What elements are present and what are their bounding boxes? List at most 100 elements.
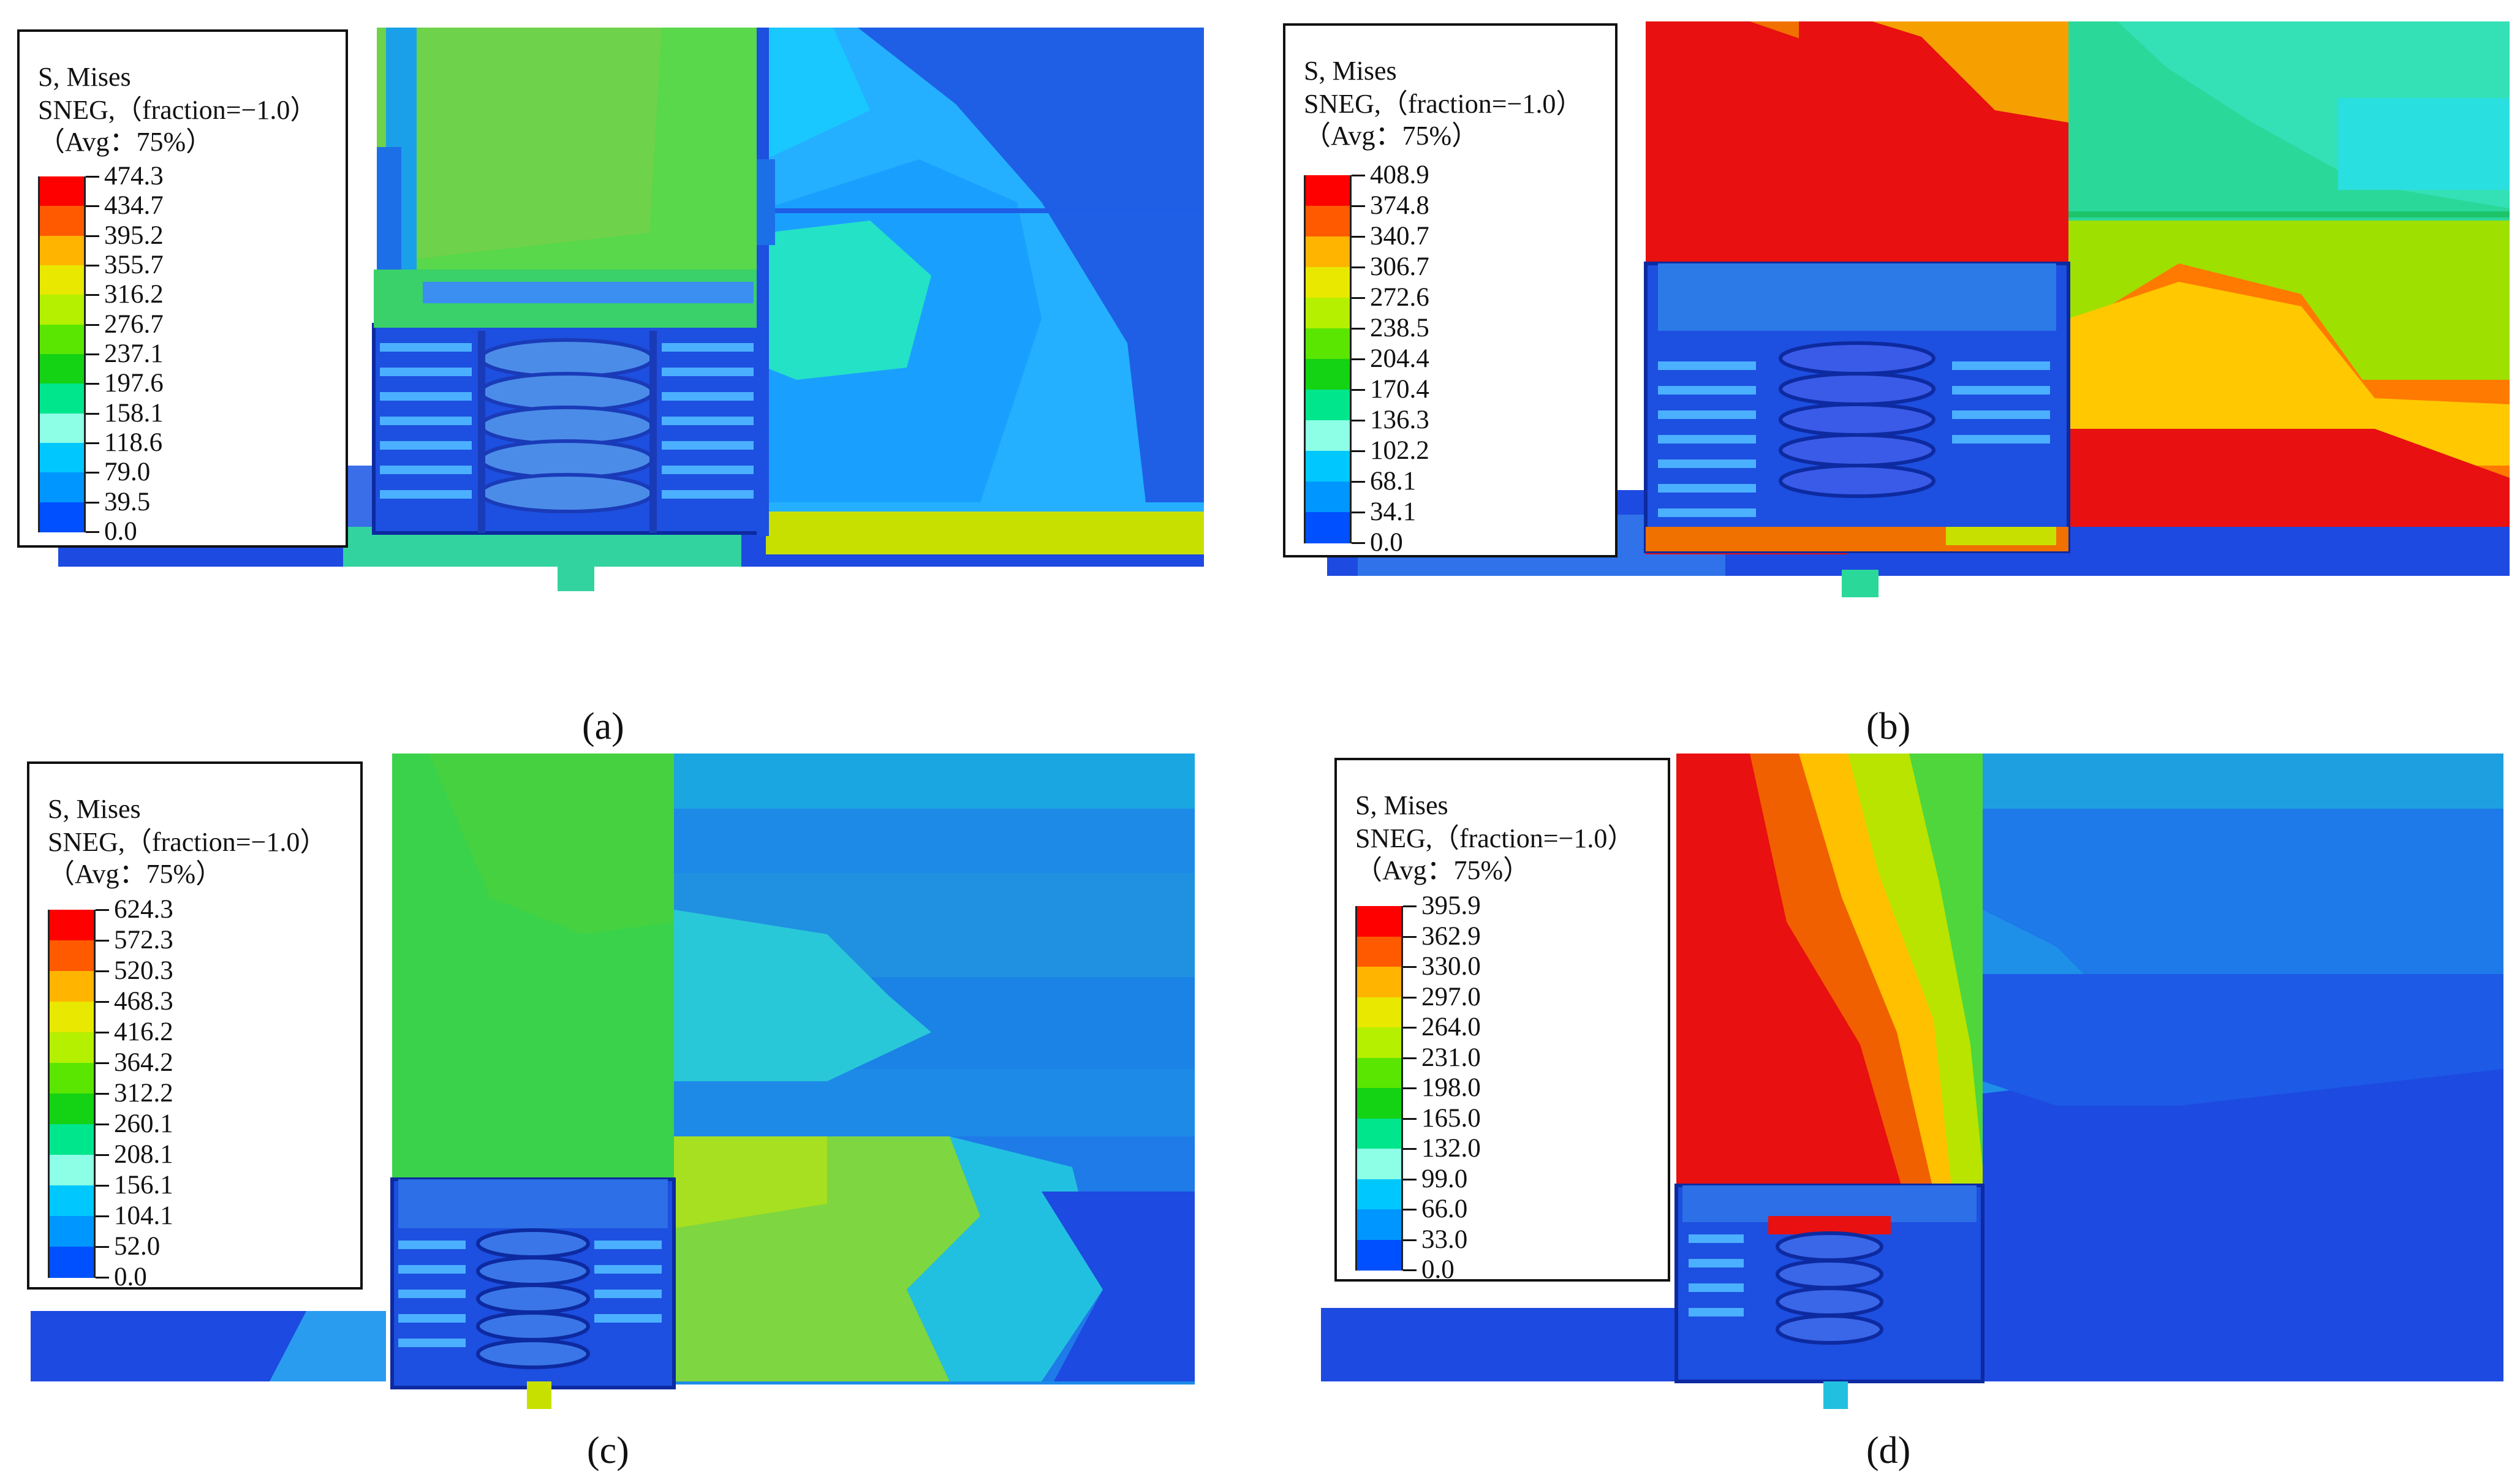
color-band (1355, 1149, 1403, 1180)
scale-label: 395.2 (104, 221, 164, 250)
color-band (48, 940, 96, 972)
scale-tick (1403, 966, 1417, 968)
scale-tick (1403, 1209, 1417, 1211)
color-band (48, 1216, 96, 1247)
scale-tick (96, 1215, 109, 1217)
figure-caption-d: (d) (1866, 1430, 1911, 1471)
scale-label: 238.5 (1370, 314, 1429, 342)
legend-avg: （Avg：75%） (38, 127, 213, 157)
color-band (1304, 175, 1352, 206)
scale-label: 118.6 (104, 428, 163, 457)
color-band (48, 1063, 96, 1094)
color-band (48, 910, 96, 941)
scale-tick (86, 294, 99, 297)
legend-a: S, Mises SNEG,（fraction=−1.0） （Avg：75%） … (17, 29, 348, 548)
scale-label: 170.4 (1370, 375, 1429, 404)
scale-label: 316.2 (104, 280, 164, 309)
scale-tick (86, 235, 99, 237)
scale-tick (96, 1001, 109, 1003)
color-band (48, 1185, 96, 1217)
scale-tick (1352, 389, 1365, 391)
scale-tick (1403, 1027, 1417, 1029)
legend-subtitle: SNEG,（fraction=−1.0） (1304, 89, 1583, 119)
scale-tick (1403, 1178, 1417, 1180)
scale-tick (96, 1062, 109, 1064)
panel-b: S, Mises SNEG,（fraction=−1.0） （Avg：75%） … (1260, 0, 2520, 746)
scale-label: 474.3 (104, 162, 164, 191)
scale-tick (86, 383, 99, 385)
scale-tick (96, 909, 109, 911)
scale-tick (1352, 512, 1365, 513)
scale-label: 0.0 (1421, 1255, 1455, 1284)
scale-label: 374.8 (1370, 191, 1429, 220)
scale-label: 306.7 (1370, 252, 1429, 281)
color-scale: 474.3 434.7 395.2 355.7 316.2 276.7 237.1 197.6… (38, 163, 344, 545)
scale-label: 364.2 (114, 1048, 173, 1077)
scale-tick (86, 412, 99, 415)
scale-tick (1403, 1117, 1417, 1120)
scale-tick (1352, 175, 1365, 176)
figure-caption-c: (c) (587, 1430, 629, 1471)
scale-tick (86, 265, 99, 266)
scale-label: 272.6 (1370, 283, 1429, 312)
scale-tick (96, 1093, 109, 1095)
color-band (1304, 298, 1352, 329)
color-band (1355, 1239, 1403, 1271)
scale-label: 132.0 (1421, 1134, 1481, 1163)
legend-title: S, Mises (48, 794, 141, 824)
color-band (38, 235, 86, 266)
color-band (1355, 1027, 1403, 1059)
scale-label: 34.1 (1370, 497, 1417, 526)
scale-label: 0.0 (114, 1263, 147, 1291)
color-band (1304, 512, 1352, 543)
scale-tick (96, 1246, 109, 1248)
legend-b: S, Mises SNEG,（fraction=−1.0） （Avg：75%） … (1283, 23, 1618, 557)
scale-label: 408.9 (1370, 161, 1429, 189)
scale-tick (1352, 266, 1365, 268)
scale-tick (1352, 542, 1365, 544)
legend-c: S, Mises SNEG,（fraction=−1.0） （Avg：75%） … (27, 761, 363, 1290)
scale-tick (1403, 935, 1417, 938)
scale-label: 520.3 (114, 956, 173, 985)
scale-tick (96, 940, 109, 942)
contour-plot-b (1327, 21, 2510, 597)
legend-title: S, Mises (1304, 56, 1397, 86)
color-scale: 395.9 362.9 330.0 297.0 264.0 231.0 198.0 165.0… (1355, 893, 1662, 1283)
color-band (1304, 451, 1352, 482)
color-band (38, 176, 86, 207)
scale-label: 395.9 (1421, 891, 1481, 920)
color-band (38, 295, 86, 325)
scale-tick (86, 176, 99, 178)
scale-tick (1403, 1239, 1417, 1241)
scale-tick (1403, 996, 1417, 999)
scale-label: 197.6 (104, 369, 164, 398)
legend-subtitle: SNEG,（fraction=−1.0） (1355, 823, 1635, 853)
scale-tick (1352, 358, 1365, 360)
scale-tick (86, 323, 99, 326)
scale-label: 312.2 (114, 1079, 173, 1108)
color-band (1355, 1118, 1403, 1149)
color-band (48, 1247, 96, 1278)
legend-avg: （Avg：75%） (1355, 855, 1531, 885)
scale-tick (96, 1277, 109, 1279)
scale-label: 416.2 (114, 1018, 173, 1046)
color-band (1304, 359, 1352, 390)
scale-label: 208.1 (114, 1140, 173, 1169)
scale-label: 198.0 (1421, 1073, 1481, 1102)
scale-label: 237.1 (104, 339, 164, 368)
figure-caption-b: (b) (1866, 706, 1911, 747)
color-band (48, 1032, 96, 1063)
legend-title: S, Mises (1355, 790, 1448, 820)
color-band (1355, 1209, 1403, 1241)
scale-label: 66.0 (1421, 1195, 1468, 1223)
scale-tick (96, 970, 109, 972)
scale-label: 68.1 (1370, 467, 1417, 496)
scale-tick (1352, 205, 1365, 207)
scale-label: 0.0 (1370, 528, 1403, 557)
scale-tick (1403, 1057, 1417, 1059)
scale-label: 330.0 (1421, 952, 1481, 981)
scale-tick (1352, 236, 1365, 238)
color-scale: 408.9 374.8 340.7 306.7 272.6 238.5 204.4 170.4… (1304, 162, 1610, 556)
scale-label: 79.0 (104, 458, 151, 487)
color-band (48, 1002, 96, 1033)
